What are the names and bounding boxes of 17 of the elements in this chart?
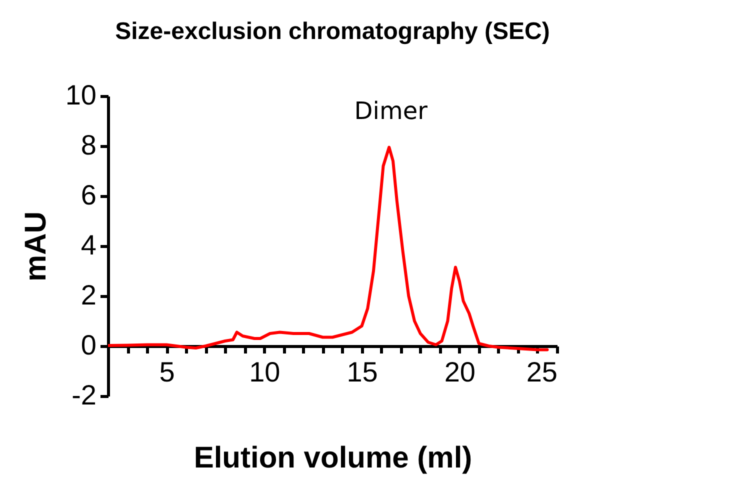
chart-title: Size-exclusion chromatography (SEC) — [115, 18, 550, 45]
y-tick-label: 8 — [80, 130, 96, 160]
x-tick-label: 15 — [346, 356, 378, 388]
y-tick-label: 6 — [80, 180, 96, 210]
y-axis-title: mAU — [19, 211, 52, 282]
y-tick-label: 10 — [65, 80, 96, 110]
x-tick-label: 25 — [526, 356, 558, 388]
y-tick-label: -2 — [72, 380, 96, 410]
x-tick-label: 20 — [444, 356, 476, 388]
x-axis-title: Elution volume (ml) — [194, 442, 472, 474]
y-tick-label: 0 — [80, 330, 96, 360]
y-tick-label: 2 — [80, 280, 96, 310]
x-tick-label: 5 — [159, 356, 175, 388]
annotation: Dimer — [354, 97, 428, 125]
x-tick-label: 10 — [249, 356, 280, 388]
line-series — [108, 146, 549, 352]
y-tick-label: 4 — [80, 230, 96, 260]
